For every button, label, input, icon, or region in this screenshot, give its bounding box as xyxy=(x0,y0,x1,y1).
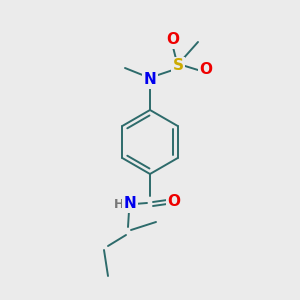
Text: O: O xyxy=(200,62,212,77)
Text: O: O xyxy=(167,32,179,47)
Text: S: S xyxy=(172,58,184,74)
Text: N: N xyxy=(124,196,136,211)
Text: N: N xyxy=(144,73,156,88)
Text: H: H xyxy=(114,197,124,211)
Text: O: O xyxy=(167,194,181,209)
